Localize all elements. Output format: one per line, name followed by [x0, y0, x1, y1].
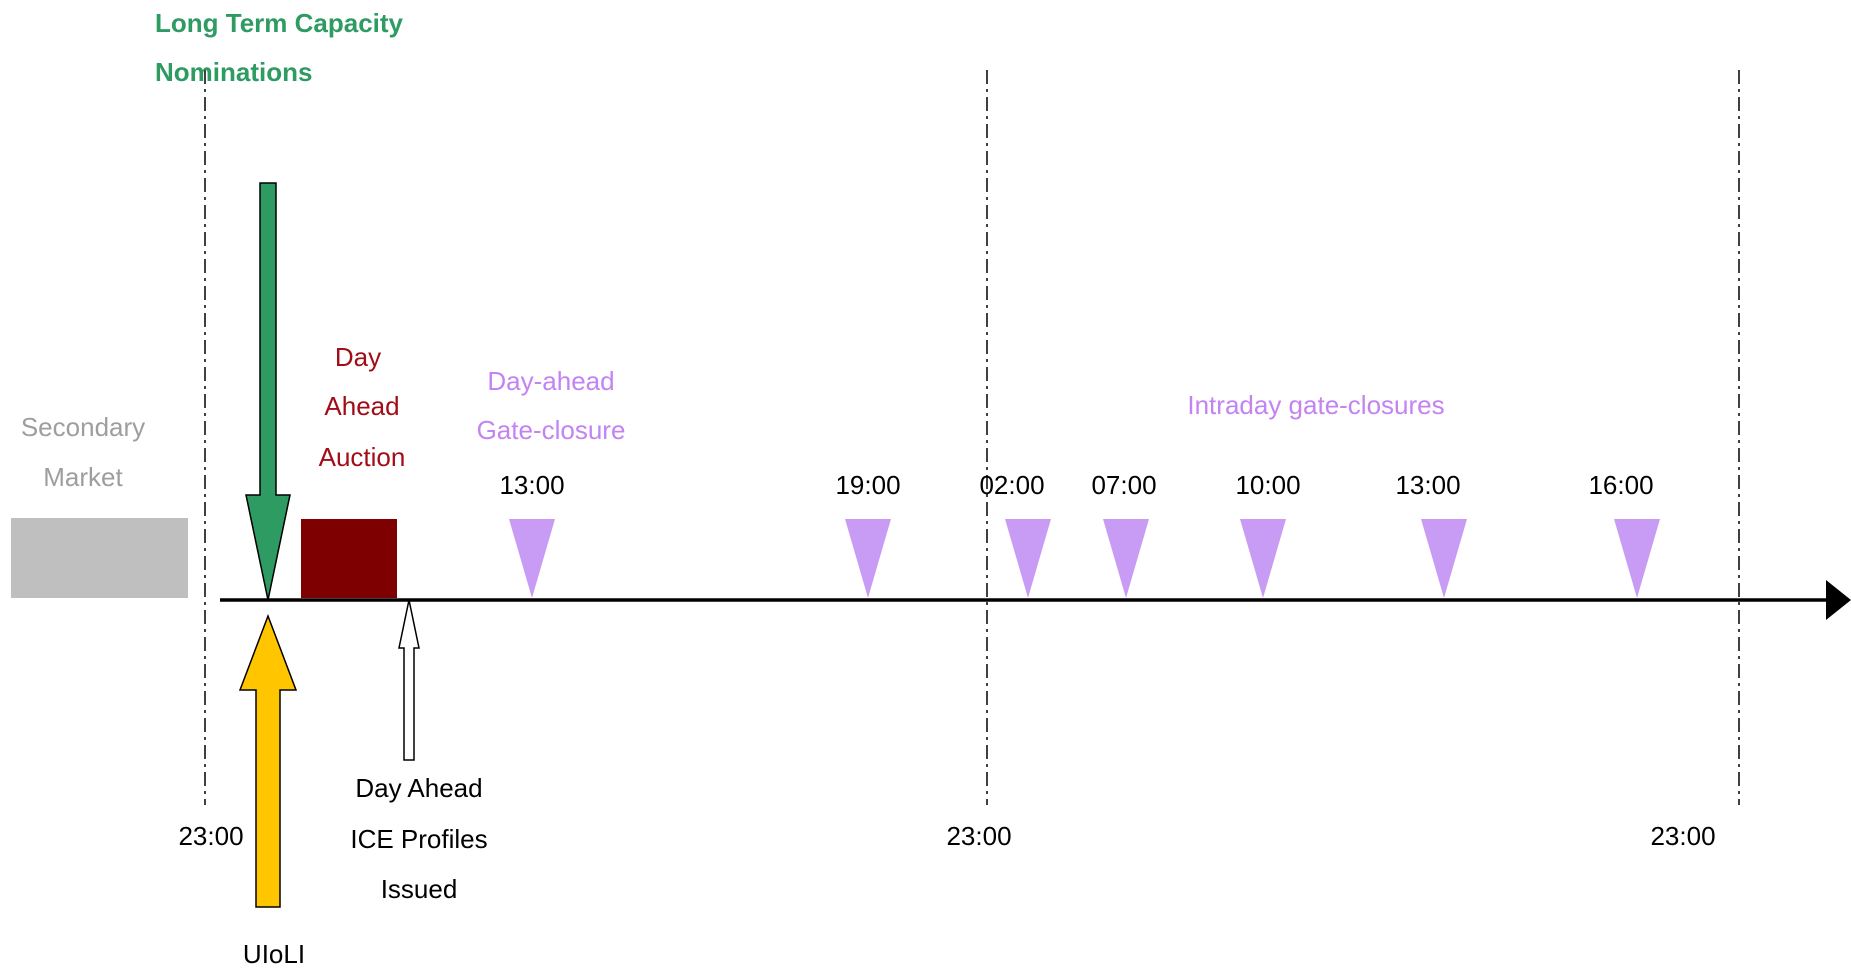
ice-profiles-arrow [398, 599, 420, 761]
auction-label-2: Ahead [324, 391, 400, 421]
gate-closure-marker [1421, 519, 1467, 598]
gate-closure-label-1: Day-ahead [487, 366, 615, 396]
ice-profiles-label-2: ICE Profiles [350, 824, 488, 854]
gate-closure-label-2: Gate-closure [476, 415, 626, 445]
nominations-arrow [245, 182, 291, 601]
boundary-time-label: 23:00 [946, 821, 1012, 851]
gate-time-label: 16:00 [1588, 470, 1654, 500]
gate-time-label: 02:00 [979, 470, 1045, 500]
boundary-time-label: 23:00 [178, 821, 244, 851]
intraday-label: Intraday gate-closures [1187, 390, 1445, 420]
auction-label-1: Day [334, 342, 382, 372]
gate-time-label: 13:00 [1395, 470, 1461, 500]
gate-closure-marker [509, 519, 555, 598]
secondary-market-label-2: Market [43, 462, 123, 492]
uioli-label: UIoLI [242, 939, 306, 969]
gate-closure-marker [1240, 519, 1286, 598]
gate-closure-marker [845, 519, 891, 598]
title-line-1: Long Term Capacity [155, 8, 404, 38]
gate-time-label: 19:00 [835, 470, 901, 500]
gate-closure-marker [1005, 519, 1051, 598]
secondary-market-block [11, 518, 188, 598]
secondary-market-label-1: Secondary [20, 412, 146, 442]
gate-time-label: 07:00 [1091, 470, 1157, 500]
gate-closure-marker [1614, 519, 1660, 598]
timeline-arrowhead [1826, 580, 1851, 620]
gate-time-label: 13:00 [499, 470, 565, 500]
gate-time-label: 10:00 [1235, 470, 1301, 500]
auction-label-3: Auction [318, 442, 406, 472]
title-line-2: Nominations [155, 57, 313, 87]
day-ahead-auction-block [301, 519, 397, 598]
ice-profiles-label-1: Day Ahead [355, 773, 483, 803]
uioli-arrow [238, 613, 298, 908]
ice-profiles-label-3: Issued [380, 874, 458, 904]
gate-closure-marker [1103, 519, 1149, 598]
boundary-time-label: 23:00 [1650, 821, 1716, 851]
